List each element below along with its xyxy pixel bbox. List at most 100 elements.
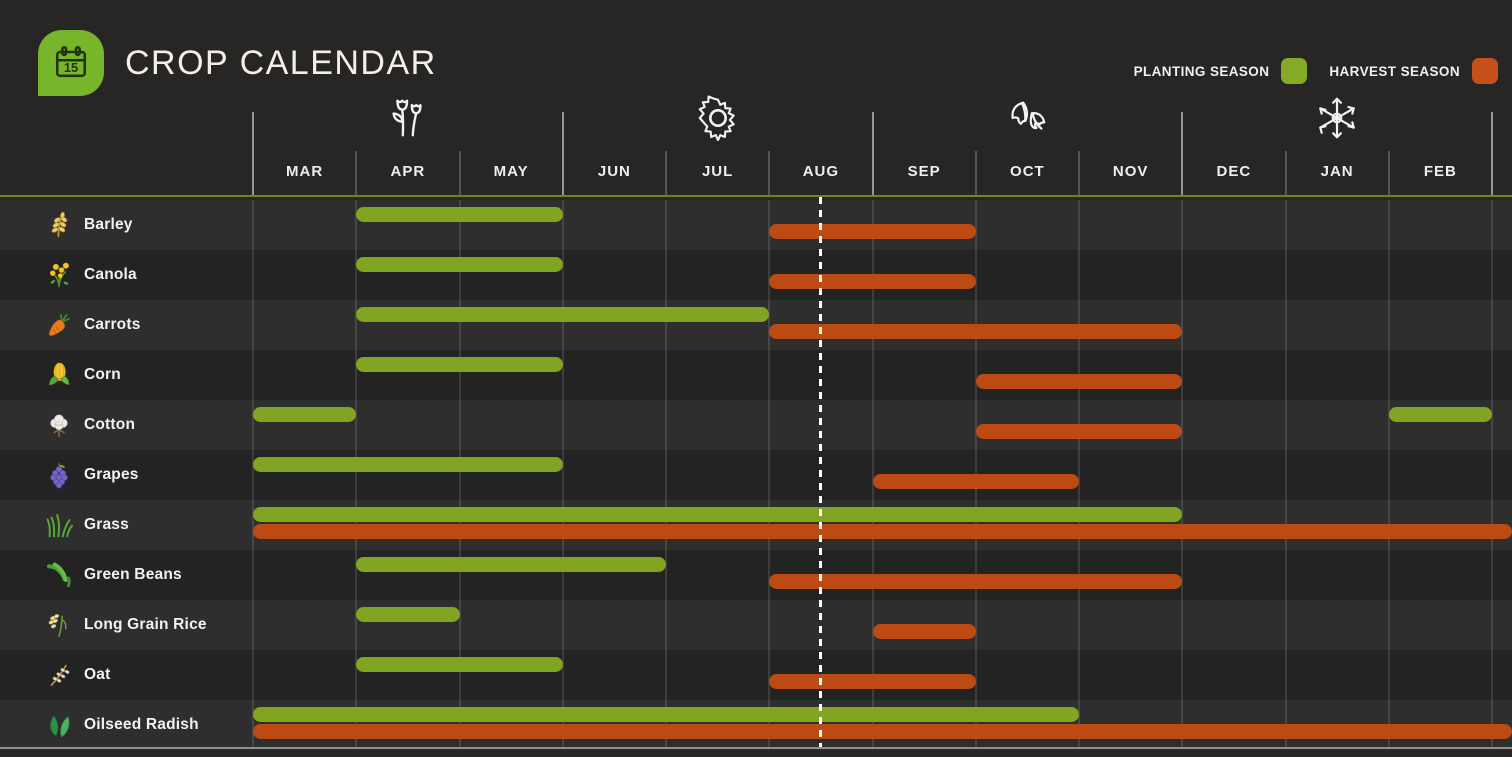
legend-planting-season: PLANTING SEASON <box>1134 58 1308 84</box>
crop-label: Grapes <box>84 466 139 483</box>
summer-sun-icon <box>695 95 741 141</box>
crop-row-green-beans: Green Beans <box>0 550 1512 600</box>
header-divider <box>0 195 1512 197</box>
month-tick <box>1387 151 1390 196</box>
canola-icon <box>44 260 74 290</box>
carrots-harvest-bar[interactable] <box>769 324 1183 339</box>
barley-planting-bar[interactable] <box>356 207 563 222</box>
month-label-aug: AUG <box>802 163 840 180</box>
cotton-planting-bar[interactable] <box>253 407 357 422</box>
harvest-swatch <box>1472 58 1498 84</box>
month-gridline <box>768 200 771 748</box>
month-label-mar: MAR <box>286 163 324 180</box>
legend-harvest-season: HARVEST SEASON <box>1329 58 1498 84</box>
month-tick <box>1284 151 1287 196</box>
bottom-divider <box>0 747 1512 749</box>
legend-harvest-label: HARVEST SEASON <box>1329 63 1460 79</box>
crop-label: Grass <box>84 516 129 533</box>
canola-harvest-bar[interactable] <box>769 274 976 289</box>
oilseed-radish-icon <box>44 710 74 740</box>
crop-label: Long Grain Rice <box>84 616 207 633</box>
carrots-planting-bar[interactable] <box>356 307 770 322</box>
season-boundary-tick <box>1491 112 1493 196</box>
month-label-apr: APR <box>390 163 426 180</box>
long-grain-rice-harvest-bar[interactable] <box>872 624 976 639</box>
oat-icon <box>44 660 74 690</box>
grass-planting-bar[interactable] <box>253 507 1183 522</box>
cotton-harvest-bar[interactable] <box>975 424 1183 439</box>
autumn-leaves-icon <box>1004 95 1050 141</box>
month-label-jul: JUL <box>701 163 734 180</box>
page-title: CROP CALENDAR <box>125 44 437 82</box>
month-gridline <box>458 200 461 748</box>
spring-flowers-icon <box>385 95 431 141</box>
month-label-may: MAY <box>493 163 529 180</box>
cotton-planting-bar[interactable] <box>1388 407 1492 422</box>
green-beans-planting-bar[interactable] <box>356 557 666 572</box>
crop-label: Green Beans <box>84 566 182 583</box>
month-gridline <box>665 200 667 748</box>
season-boundary-tick <box>1181 112 1184 196</box>
long-grain-rice-planting-bar[interactable] <box>356 607 460 622</box>
month-tick <box>355 151 358 196</box>
oilseed-radish-harvest-bar[interactable] <box>253 724 1512 739</box>
crop-label: Canola <box>84 266 137 283</box>
legend: PLANTING SEASON HARVEST SEASON <box>1134 58 1498 84</box>
month-label-dec: DEC <box>1216 163 1252 180</box>
oilseed-radish-planting-bar[interactable] <box>253 707 1079 722</box>
season-boundary-tick <box>252 112 254 196</box>
barley-harvest-bar[interactable] <box>769 224 976 239</box>
month-label-jun: JUN <box>597 163 631 180</box>
crop-row-grapes: Grapes <box>0 450 1512 500</box>
cotton-icon <box>44 410 74 440</box>
winter-snowflake-icon <box>1314 95 1360 141</box>
month-tick <box>1078 151 1080 196</box>
green-beans-harvest-bar[interactable] <box>769 574 1183 589</box>
crop-label: Carrots <box>84 316 141 333</box>
barley-icon <box>44 210 74 240</box>
season-boundary-tick <box>871 112 874 196</box>
svg-text:15: 15 <box>64 60 78 75</box>
grapes-planting-bar[interactable] <box>253 457 563 472</box>
planting-swatch <box>1281 58 1308 84</box>
crop-label: Barley <box>84 216 133 233</box>
crop-label: Oat <box>84 666 111 683</box>
month-gridline <box>561 200 564 748</box>
month-tick <box>665 151 667 196</box>
grass-harvest-bar[interactable] <box>253 524 1512 539</box>
month-tick <box>458 151 461 196</box>
today-marker-line <box>819 197 823 748</box>
month-label-feb: FEB <box>1423 163 1457 180</box>
legend-planting-label: PLANTING SEASON <box>1133 63 1270 79</box>
grass-icon <box>44 510 74 540</box>
month-label-sep: SEP <box>907 163 941 180</box>
season-boundary-tick <box>561 112 564 196</box>
crop-row-canola: Canola <box>0 250 1512 300</box>
corn-planting-bar[interactable] <box>356 357 563 372</box>
month-label-oct: OCT <box>1010 163 1045 180</box>
green-beans-icon <box>44 560 74 590</box>
calendar-icon: 15 <box>49 41 93 85</box>
crop-label: Corn <box>84 366 121 383</box>
month-gridline <box>1284 200 1287 748</box>
grapes-icon <box>44 460 74 490</box>
month-tick <box>768 151 771 196</box>
crop-row-oat: Oat <box>0 650 1512 700</box>
grapes-harvest-bar[interactable] <box>872 474 1079 489</box>
month-gridline <box>252 200 254 748</box>
oat-planting-bar[interactable] <box>356 657 563 672</box>
rice-icon <box>44 610 74 640</box>
crop-row-long-grain-rice: Long Grain Rice <box>0 600 1512 650</box>
app-logo: 15 <box>38 30 104 96</box>
month-gridline <box>1078 200 1080 748</box>
corn-harvest-bar[interactable] <box>975 374 1183 389</box>
carrot-icon <box>44 310 74 340</box>
crop-label: Oilseed Radish <box>84 716 199 733</box>
month-gridline <box>871 200 874 748</box>
oat-harvest-bar[interactable] <box>769 674 976 689</box>
corn-icon <box>44 360 74 390</box>
month-gridline <box>1491 200 1493 748</box>
crop-row-cotton: Cotton <box>0 400 1512 450</box>
canola-planting-bar[interactable] <box>356 257 563 272</box>
